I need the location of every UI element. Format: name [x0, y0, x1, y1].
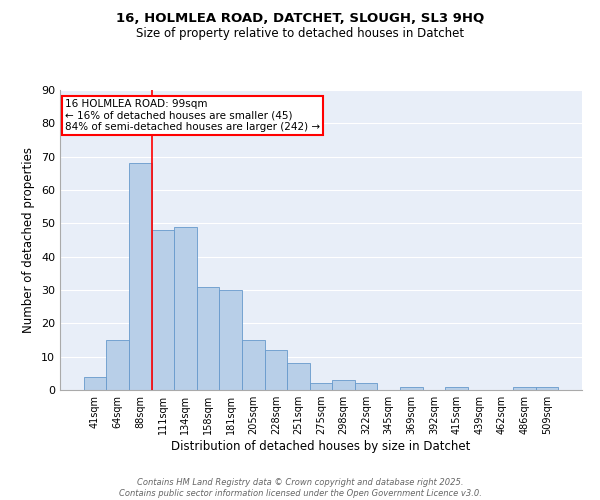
X-axis label: Distribution of detached houses by size in Datchet: Distribution of detached houses by size …: [172, 440, 470, 453]
Y-axis label: Number of detached properties: Number of detached properties: [22, 147, 35, 333]
Bar: [310, 384, 332, 390]
Bar: [174, 226, 197, 390]
Text: 16, HOLMLEA ROAD, DATCHET, SLOUGH, SL3 9HQ: 16, HOLMLEA ROAD, DATCHET, SLOUGH, SL3 9…: [116, 12, 484, 26]
Bar: [513, 386, 536, 390]
Text: Size of property relative to detached houses in Datchet: Size of property relative to detached ho…: [136, 28, 464, 40]
Bar: [197, 286, 220, 390]
Bar: [332, 380, 355, 390]
Bar: [355, 384, 377, 390]
Bar: [536, 386, 558, 390]
Bar: [84, 376, 106, 390]
Bar: [129, 164, 152, 390]
Text: 16 HOLMLEA ROAD: 99sqm
← 16% of detached houses are smaller (45)
84% of semi-det: 16 HOLMLEA ROAD: 99sqm ← 16% of detached…: [65, 99, 320, 132]
Bar: [242, 340, 265, 390]
Bar: [152, 230, 174, 390]
Bar: [400, 386, 422, 390]
Bar: [287, 364, 310, 390]
Text: Contains HM Land Registry data © Crown copyright and database right 2025.
Contai: Contains HM Land Registry data © Crown c…: [119, 478, 481, 498]
Bar: [106, 340, 129, 390]
Bar: [265, 350, 287, 390]
Bar: [220, 290, 242, 390]
Bar: [445, 386, 468, 390]
